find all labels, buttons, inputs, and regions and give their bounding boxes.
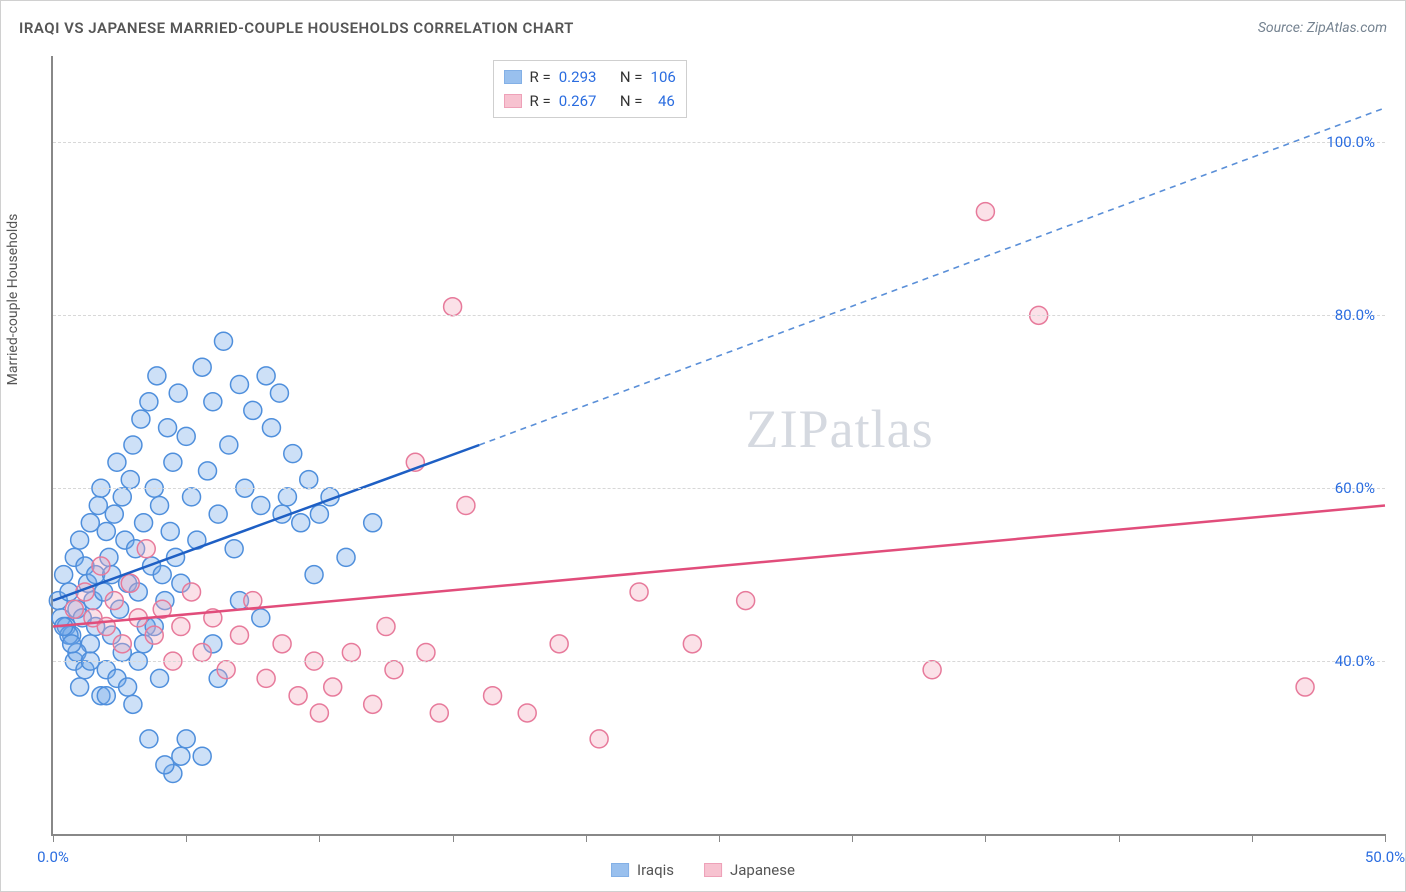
- stats-row-japanese: R = 0.267 N = 46: [504, 89, 676, 113]
- legend-label-japanese: Japanese: [730, 861, 795, 879]
- stat-n-label-1: N =: [620, 89, 643, 113]
- y-axis-label: Married-couple Households: [5, 214, 21, 386]
- y-tick-label: 80.0%: [1335, 306, 1375, 324]
- stat-r-val-0: 0.293: [559, 65, 597, 89]
- legend-swatch-japanese: [704, 863, 722, 877]
- stat-r-label: R =: [530, 65, 551, 89]
- legend-item-iraqis: Iraqis: [611, 861, 674, 879]
- y-tick-label: 100.0%: [1326, 133, 1375, 151]
- x-tick-label: 50.0%: [1365, 848, 1405, 866]
- swatch-japanese: [504, 94, 522, 108]
- chart-title: IRAQI VS JAPANESE MARRIED-COUPLE HOUSEHO…: [19, 19, 574, 37]
- y-tick-label: 40.0%: [1335, 652, 1375, 670]
- stats-row-iraqis: R = 0.293 N = 106: [504, 65, 676, 89]
- scatter-svg: [53, 56, 1385, 834]
- stats-box: R = 0.293 N = 106 R = 0.267 N = 46: [493, 60, 687, 118]
- chart-header: IRAQI VS JAPANESE MARRIED-COUPLE HOUSEHO…: [19, 19, 1387, 37]
- stat-n-val-0: 106: [651, 65, 676, 89]
- stat-n-label: N =: [620, 65, 643, 89]
- source-attribution: Source: ZipAtlas.com: [1258, 20, 1387, 36]
- stat-r-val-1: 0.267: [559, 89, 597, 113]
- legend-item-japanese: Japanese: [704, 861, 795, 879]
- plot-area: ZIPatlas R = 0.293 N = 106 R = 0.267 N =…: [51, 56, 1385, 836]
- chart-container: IRAQI VS JAPANESE MARRIED-COUPLE HOUSEHO…: [0, 0, 1406, 892]
- legend-label-iraqis: Iraqis: [637, 861, 674, 879]
- stat-r-label-1: R =: [530, 89, 551, 113]
- swatch-iraqis: [504, 70, 522, 84]
- stat-n-val-1: 46: [651, 89, 675, 113]
- legend-swatch-iraqis: [611, 863, 629, 877]
- x-tick-label: 0.0%: [37, 848, 69, 866]
- legend: Iraqis Japanese: [611, 861, 795, 879]
- y-tick-label: 60.0%: [1335, 479, 1375, 497]
